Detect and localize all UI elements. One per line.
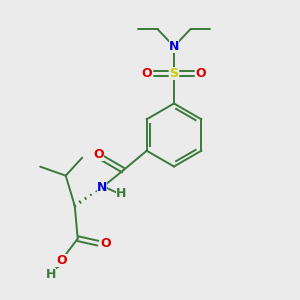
Text: O: O: [100, 237, 111, 250]
Text: O: O: [93, 148, 104, 161]
Text: H: H: [46, 268, 56, 281]
Text: N: N: [169, 40, 179, 53]
Text: S: S: [169, 67, 178, 80]
Text: O: O: [142, 67, 152, 80]
Text: O: O: [196, 67, 206, 80]
Text: H: H: [116, 187, 126, 200]
Text: O: O: [56, 254, 67, 267]
Text: N: N: [97, 181, 107, 194]
